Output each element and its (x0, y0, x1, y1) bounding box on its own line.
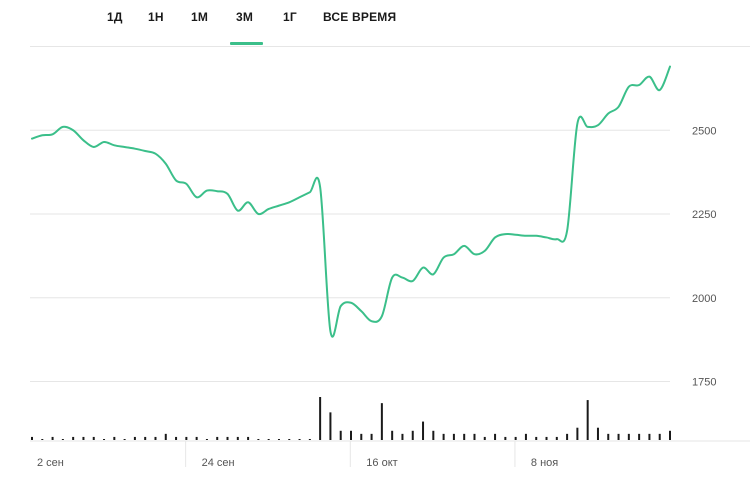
volume-bar (596, 427, 599, 440)
volume-bar (144, 436, 147, 440)
volume-bar (350, 430, 352, 440)
volume-bar (205, 439, 208, 440)
volume-bar (308, 439, 311, 440)
volume-bar (648, 433, 651, 440)
volume-bar (422, 421, 425, 440)
volume-bar (277, 439, 280, 440)
volume-bar (669, 430, 671, 440)
volume-bar (236, 436, 239, 440)
volume-bar (483, 436, 486, 440)
volume-bar (360, 433, 363, 440)
volume-bar (411, 430, 414, 440)
volume-bar (514, 436, 517, 440)
volume-bar (103, 439, 106, 440)
volume-bar (576, 427, 579, 440)
volume-bar (51, 436, 54, 440)
volume-bar (288, 439, 291, 440)
y-tick-label: 2500 (692, 125, 716, 137)
tab-3m[interactable]: 3М (236, 10, 254, 24)
x-tick-label: 8 ноя (531, 457, 558, 469)
volume-bar (607, 433, 610, 440)
tab-1m[interactable]: 1М (191, 10, 209, 24)
volume-bar (391, 430, 394, 440)
volume-bar (92, 436, 95, 440)
volume-bar (380, 403, 383, 440)
volume-bar (555, 436, 558, 440)
volume-bar (195, 436, 198, 440)
volume-bar (586, 400, 589, 440)
tab-1w[interactable]: 1Н (148, 10, 164, 24)
volume-bar (535, 436, 538, 440)
volume-bar (31, 436, 33, 440)
tab-1y[interactable]: 1Г (283, 10, 297, 24)
x-tick-label: 16 окт (366, 457, 397, 469)
volume-bar (473, 433, 476, 440)
volume-bar (226, 436, 229, 440)
volume-bar (133, 436, 136, 440)
volume-bar (401, 433, 404, 440)
volume-bar (370, 433, 373, 440)
price-line-group (31, 65, 671, 338)
volume-bar (617, 433, 620, 440)
y-axis-ticks: 2500 2250 2000 1750 (692, 125, 716, 388)
volume-bar (164, 433, 167, 440)
volume-bars (31, 397, 671, 440)
volume-bar (442, 433, 445, 440)
volume-bar (82, 436, 85, 440)
volume-bar (319, 397, 322, 440)
x-tick-label: 24 сен (202, 457, 235, 469)
price-line (31, 65, 671, 338)
volume-bar (154, 436, 157, 440)
volume-bar (339, 430, 342, 440)
volume-bar (463, 433, 466, 440)
volume-bar (61, 439, 64, 440)
volume-bar (432, 430, 435, 440)
volume-bar (113, 436, 116, 440)
volume-bar (524, 433, 527, 440)
volume-bar (329, 412, 332, 440)
volume-bar (627, 433, 630, 440)
volume-bar (452, 433, 455, 440)
volume-bar (72, 436, 75, 440)
volume-bar (247, 436, 250, 440)
y-tick-label: 1750 (692, 377, 716, 389)
timeframe-tabs: 1Д 1Н 1М 3М 1Г ВСЕ ВРЕМЯ (0, 0, 750, 46)
volume-bar (504, 436, 507, 440)
volume-bar (658, 433, 661, 440)
volume-bar (41, 439, 44, 440)
active-tab-indicator (230, 42, 263, 45)
tab-all-time[interactable]: ВСЕ ВРЕМЯ (323, 10, 397, 24)
volume-bar (545, 436, 548, 440)
y-tick-label: 2250 (692, 209, 716, 221)
volume-bar (298, 439, 301, 440)
volume-bar (123, 439, 126, 440)
tab-1d[interactable]: 1Д (107, 10, 123, 24)
x-tick-label: 2 сен (37, 457, 64, 469)
volume-bar (638, 433, 641, 440)
volume-bar (216, 436, 219, 440)
y-tick-label: 2000 (692, 293, 716, 305)
volume-bar (267, 439, 270, 440)
volume-bar (185, 436, 188, 440)
volume-bar (257, 439, 260, 440)
grid-lines (30, 46, 750, 442)
volume-bar (175, 436, 178, 440)
x-axis-ticks: 2 сен 24 сен 16 окт 8 ноя (37, 441, 558, 469)
volume-bar (566, 433, 569, 440)
volume-bar (494, 433, 497, 440)
